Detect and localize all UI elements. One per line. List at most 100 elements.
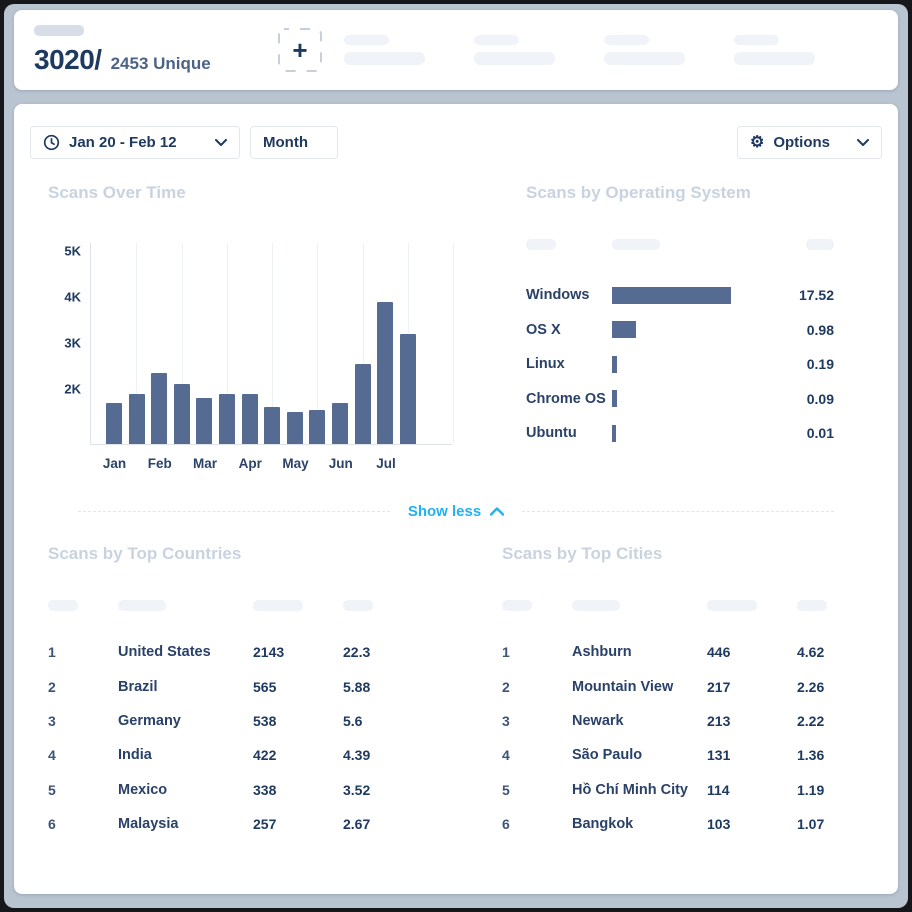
name-cell: Hồ Chí Minh City <box>572 781 688 798</box>
plus-icon: + <box>292 35 308 65</box>
count-cell: 565 <box>253 678 277 695</box>
time-chart-xlabels: Jan Feb Mar Apr May Jun Jul <box>90 445 452 473</box>
os-bar-track <box>612 424 770 442</box>
pct-cell: 3.52 <box>343 781 371 798</box>
section-title: Scans by Top Countries <box>48 544 242 563</box>
x-tick-label: Jun <box>328 456 353 471</box>
gridline <box>362 243 364 444</box>
gear-icon: ⚙ <box>750 133 765 151</box>
pct-cell: 1.07 <box>797 816 825 833</box>
gridline <box>272 243 273 444</box>
chart-bar[interactable] <box>173 384 190 444</box>
total-scans-value: 3020/ <box>34 43 102 75</box>
gridline <box>226 243 228 444</box>
show-less-row: Show less <box>78 503 835 520</box>
chart-bar[interactable] <box>286 411 303 444</box>
divider <box>78 511 390 512</box>
table-skeleton-header <box>48 600 428 611</box>
rank-cell: 4 <box>502 747 510 764</box>
chart-bar[interactable] <box>399 333 416 444</box>
x-tick-label: May <box>282 456 309 471</box>
pct-cell: 5.6 <box>343 712 363 729</box>
skeleton-pill <box>806 239 834 250</box>
skeleton-metric <box>344 35 425 65</box>
skeleton-label-pill <box>34 24 84 36</box>
section-title: Scans Over Time <box>48 183 186 202</box>
show-less-label: Show less <box>407 503 482 520</box>
os-bar[interactable] <box>612 286 731 304</box>
os-label: Linux <box>526 356 565 373</box>
chart-bar[interactable] <box>219 393 235 444</box>
unique-scans-value: 2453 Unique <box>110 53 211 73</box>
os-value: 0.19 <box>806 356 834 373</box>
date-range-selector[interactable]: Jan 20 - Feb 12 <box>30 126 240 159</box>
count-cell: 422 <box>253 747 277 764</box>
y-tick-label: 5K <box>64 243 81 259</box>
chart-bar[interactable] <box>354 363 371 444</box>
options-button[interactable]: ⚙ Options <box>737 126 882 159</box>
chart-bar[interactable] <box>332 402 348 444</box>
skeleton-pill <box>253 600 303 611</box>
table-row: 1 Ashburn 446 4.62 <box>502 635 834 669</box>
name-cell: Germany <box>118 712 181 729</box>
os-bar[interactable] <box>612 390 617 408</box>
table-row: 6 Malaysia 257 2.67 <box>48 807 428 841</box>
x-tick-label: Jul <box>376 456 396 471</box>
chart-bar[interactable] <box>128 393 145 444</box>
section-scans-over-time: Scans Over Time 2K 3K 4K 5K Jan Feb Mar Apr May… <box>38 183 454 473</box>
rank-cell: 3 <box>502 712 510 729</box>
rank-cell: 2 <box>502 678 510 695</box>
os-label: Windows <box>526 287 590 304</box>
dashed-frame-icon <box>278 28 322 72</box>
name-cell: India <box>118 747 152 764</box>
chart-bar[interactable] <box>241 393 258 444</box>
name-cell: Ashburn <box>572 644 632 661</box>
os-bar-track <box>612 355 770 373</box>
rank-cell: 6 <box>502 816 510 833</box>
os-bar[interactable] <box>612 424 616 442</box>
skeleton-pill <box>707 600 757 611</box>
chart-bar[interactable] <box>106 402 122 444</box>
skeleton-metric <box>604 35 685 65</box>
chart-bar[interactable] <box>264 407 281 444</box>
divider <box>522 511 835 512</box>
table-row: 4 São Paulo 131 1.36 <box>502 738 834 772</box>
show-less-link[interactable]: Show less <box>407 503 505 520</box>
table-row: 1 United States 2143 22.3 <box>48 635 428 669</box>
x-tick-label: Feb <box>147 456 172 471</box>
chart-bar[interactable] <box>196 398 213 444</box>
section-top-countries: Scans by Top Countries 1 United States 214… <box>38 544 428 841</box>
gridline <box>317 243 319 444</box>
filters-toolbar: Jan 20 - Feb 12 Month ⚙ Options <box>30 126 882 159</box>
count-cell: 217 <box>707 678 731 695</box>
chevron-down-icon <box>215 138 227 146</box>
header-metric-skeletons <box>344 35 815 65</box>
pct-cell: 2.67 <box>343 816 371 833</box>
y-tick-label: 4K <box>64 289 81 305</box>
pct-cell: 5.88 <box>343 678 371 695</box>
os-bar[interactable] <box>612 355 617 373</box>
time-chart-plot: 2K 3K 4K 5K <box>64 243 454 445</box>
os-row: Chrome OS 0.09 <box>526 382 834 417</box>
x-tick-label: Jan <box>102 456 127 471</box>
x-tick-label: Apr <box>238 456 262 471</box>
chart-bar[interactable] <box>151 372 168 444</box>
pct-cell: 2.26 <box>797 678 825 695</box>
gridline <box>453 243 454 444</box>
os-bar[interactable] <box>612 321 636 339</box>
os-bar-track <box>612 321 770 339</box>
chart-bar[interactable] <box>309 409 326 444</box>
rank-cell: 6 <box>48 816 56 833</box>
os-value: 0.09 <box>806 390 834 407</box>
pct-cell: 4.39 <box>343 747 371 764</box>
chart-bar[interactable] <box>377 301 394 444</box>
granularity-selector[interactable]: Month <box>250 126 338 159</box>
summary-header-card: 3020/ 2453 Unique + <box>14 10 898 90</box>
count-cell: 213 <box>707 712 731 729</box>
add-widget-button[interactable]: + <box>277 27 323 73</box>
count-cell: 538 <box>253 712 277 729</box>
count-cell: 131 <box>707 747 731 764</box>
pct-cell: 1.36 <box>797 747 825 764</box>
date-range-label: Jan 20 - Feb 12 <box>69 134 177 151</box>
skeleton-pill <box>612 239 660 250</box>
